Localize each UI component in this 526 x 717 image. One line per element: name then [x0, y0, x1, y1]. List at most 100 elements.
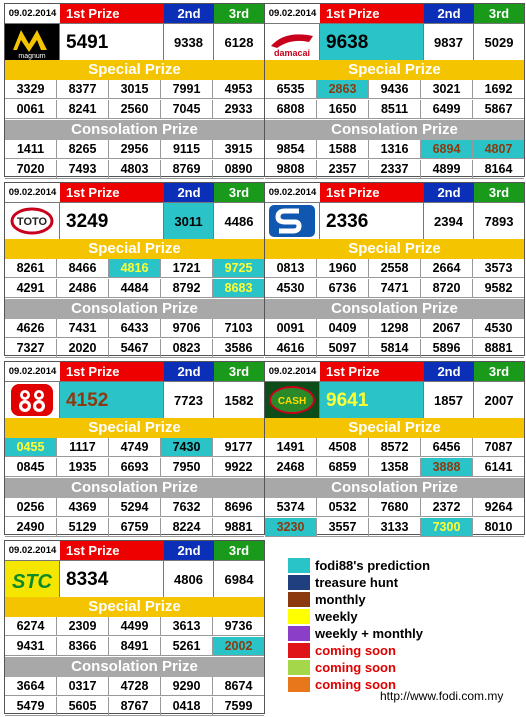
- number-cell: 8377: [57, 80, 109, 99]
- number-cell: 5097: [317, 339, 369, 358]
- number-cell: 2956: [109, 140, 161, 159]
- legend-swatch: [288, 677, 310, 692]
- second-prize-number: 3011: [164, 203, 214, 240]
- panel-header: 09.02.2014 1st Prize 2nd 3rd: [5, 541, 264, 560]
- legend-item: coming soon: [288, 642, 518, 659]
- panel-header: 09.02.2014 1st Prize 2nd 3rd: [265, 183, 524, 202]
- first-prize-label: 1st Prize: [60, 541, 164, 560]
- legend-item: coming soon: [288, 659, 518, 676]
- number-cell: 8491: [109, 637, 161, 656]
- number-cell: 5294: [109, 498, 161, 517]
- number-cell: 8265: [57, 140, 109, 159]
- number-cell: 3915: [213, 140, 264, 159]
- number-cell: 3021: [421, 80, 473, 99]
- number-cell: 8224: [161, 518, 213, 537]
- number-cell: 9290: [161, 677, 213, 696]
- draw-date: 09.02.2014: [265, 362, 321, 381]
- number-cell: 1650: [317, 100, 369, 119]
- legend-label: monthly: [315, 592, 366, 607]
- legend-swatch: [288, 592, 310, 607]
- website-url[interactable]: http://www.fodi.com.my: [380, 689, 504, 703]
- second-prize-label: 2nd: [164, 541, 214, 560]
- number-cell: 6808: [265, 100, 317, 119]
- number-cell: 4749: [109, 438, 161, 457]
- number-cell: 3557: [317, 518, 369, 537]
- number-cell: 4807: [473, 140, 524, 159]
- legend-label: coming soon: [315, 643, 396, 658]
- number-cell: 8261: [5, 259, 57, 278]
- number-cell: 1358: [369, 458, 421, 477]
- number-cell: 3586: [213, 339, 264, 358]
- third-prize-label: 3rd: [214, 4, 264, 23]
- number-cell: 7300: [421, 518, 473, 537]
- consolation-prize-header: Consolation Prize: [265, 299, 524, 319]
- number-cell: 7045: [161, 100, 213, 119]
- number-cell: 0317: [57, 677, 109, 696]
- second-prize-number: 1857: [424, 382, 474, 419]
- first-prize-number: 4152: [60, 382, 164, 419]
- legend-label: weekly: [315, 609, 358, 624]
- number-cell: 9854: [265, 140, 317, 159]
- draw-date: 09.02.2014: [5, 4, 61, 23]
- number-cell: 4499: [109, 617, 161, 636]
- draw-date: 09.02.2014: [5, 362, 61, 381]
- third-prize-number: 5029: [484, 35, 514, 50]
- number-cell: 4369: [57, 498, 109, 517]
- number-cell: 1588: [317, 140, 369, 159]
- legend-swatch: [288, 626, 310, 641]
- number-cell: 2560: [109, 100, 161, 119]
- panel-header: 09.02.2014 1st Prize 2nd 3rd: [265, 362, 524, 381]
- number-cell: 6859: [317, 458, 369, 477]
- number-cell: 7991: [161, 80, 213, 99]
- prize-row: TOTO 3249 3011 4486: [5, 202, 264, 240]
- number-cell: 0409: [317, 319, 369, 338]
- svg-text:damacai: damacai: [274, 48, 310, 58]
- third-prize-number: 6128: [224, 35, 254, 50]
- special-prize-header: Special Prize: [5, 239, 264, 259]
- legend-label: weekly + monthly: [315, 626, 424, 641]
- consolation-prize-header: Consolation Prize: [265, 478, 524, 498]
- second-prize-label: 2nd: [164, 183, 214, 202]
- prize-row: CASH 9641 1857 2007: [265, 381, 524, 419]
- panel-header: 09.02.2014 1st Prize 2nd 3rd: [5, 183, 264, 202]
- number-cell: 5374: [265, 498, 317, 517]
- number-cell: 7431: [57, 319, 109, 338]
- special-prize-header: Special Prize: [265, 239, 524, 259]
- prize-row: 4152 7723 1582: [5, 381, 264, 419]
- number-cell: 9436: [369, 80, 421, 99]
- third-prize-number: 6984: [224, 572, 254, 587]
- number-cell: 7680: [369, 498, 421, 517]
- number-cell: 8010: [473, 518, 524, 537]
- number-cell: 5605: [57, 697, 109, 716]
- number-cell: 3573: [473, 259, 524, 278]
- number-cell: 9177: [213, 438, 264, 457]
- number-cell: 1721: [161, 259, 213, 278]
- number-cell: 5814: [369, 339, 421, 358]
- third-prize-number: 7893: [484, 214, 514, 229]
- number-cell: 2309: [57, 617, 109, 636]
- number-cell: 9922: [213, 458, 264, 477]
- special-prize-header: Special Prize: [265, 418, 524, 438]
- prize-row: STC 8334 4806 6984: [5, 560, 264, 598]
- magnum-logo: magnum: [5, 24, 60, 61]
- number-cell: 0890: [213, 160, 264, 179]
- consolation-prize-header: Consolation Prize: [265, 120, 524, 140]
- number-cell: 0418: [161, 697, 213, 716]
- number-cell: 0061: [5, 100, 57, 119]
- number-cell: 1411: [5, 140, 57, 159]
- svg-text:STC: STC: [12, 571, 53, 593]
- number-cell: 6759: [109, 518, 161, 537]
- number-cell: 7493: [57, 160, 109, 179]
- number-cell: 1298: [369, 319, 421, 338]
- legend-item: treasure hunt: [288, 574, 518, 591]
- first-prize-number: 5491: [60, 24, 164, 61]
- third-prize-number: 1582: [224, 393, 254, 408]
- second-prize-number: 9338: [164, 24, 214, 61]
- prize-row: magnum 5491 9338 6128: [5, 23, 264, 61]
- result-panel-88: 09.02.2014 1st Prize 2nd 3rd 4152 7723 1582 Spe…: [4, 361, 265, 537]
- number-cell: 6433: [109, 319, 161, 338]
- number-cell: 2933: [213, 100, 264, 119]
- legend-item: monthly: [288, 591, 518, 608]
- number-cell: 4291: [5, 279, 57, 298]
- svg-text:TOTO: TOTO: [17, 216, 48, 228]
